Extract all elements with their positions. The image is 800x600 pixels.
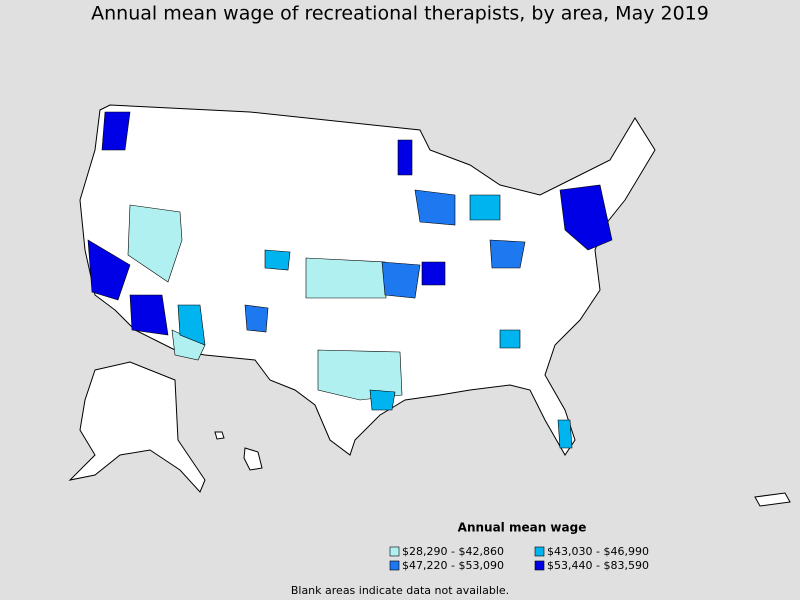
area (87, 239, 131, 301)
area (101, 111, 131, 151)
area (559, 184, 613, 251)
areas (87, 111, 613, 449)
legend: Annual mean wage $28,290 - $42,860$47,22… (389, 521, 649, 572)
note: Blank areas indicate data not available. (291, 584, 509, 597)
area (499, 329, 521, 349)
area (489, 239, 526, 269)
area (244, 304, 269, 333)
legend-swatch (534, 546, 545, 557)
legend-label: $43,030 - $46,990 (547, 545, 649, 558)
area (557, 419, 573, 449)
area (469, 194, 501, 221)
area (129, 294, 169, 336)
alaska (68, 361, 206, 493)
legend-label: $28,290 - $42,860 (402, 545, 504, 558)
legend-swatch (389, 546, 400, 557)
legend-swatch (389, 560, 400, 571)
area (421, 261, 446, 286)
area (177, 304, 206, 346)
area (369, 389, 396, 411)
area (305, 257, 387, 299)
map (68, 104, 791, 507)
puerto-rico (754, 492, 791, 507)
legend-label: $53,440 - $83,590 (547, 559, 649, 572)
area (397, 139, 413, 176)
area (127, 204, 183, 283)
map-title: Annual mean wage of recreational therapi… (91, 3, 709, 25)
area (414, 189, 456, 226)
area (381, 261, 421, 299)
legend-label: $47,220 - $53,090 (402, 559, 504, 572)
hawaii (243, 447, 263, 471)
legend-swatch (534, 560, 545, 571)
legend-title: Annual mean wage (458, 521, 587, 535)
area (264, 249, 291, 271)
hawaii (214, 431, 225, 440)
